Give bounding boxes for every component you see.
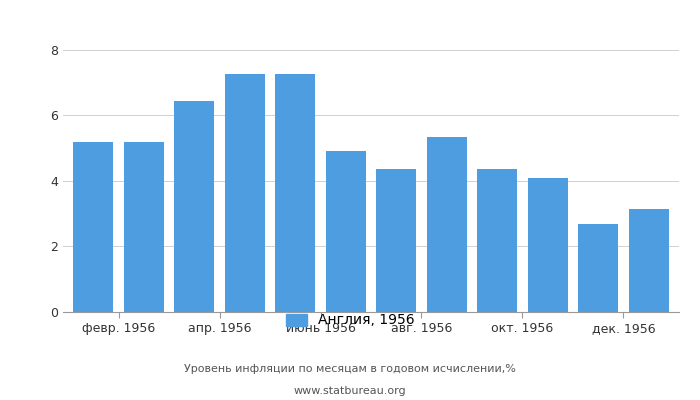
Bar	[629, 209, 669, 312]
Bar	[477, 170, 517, 312]
Bar	[275, 74, 316, 312]
Bar	[225, 74, 265, 312]
Bar	[426, 137, 467, 312]
Text: www.statbureau.org: www.statbureau.org	[294, 386, 406, 396]
Bar	[376, 170, 416, 312]
Bar	[174, 101, 214, 312]
Legend: Англия, 1956: Англия, 1956	[280, 308, 420, 333]
Text: Уровень инфляции по месяцам в годовом исчислении,%: Уровень инфляции по месяцам в годовом ис…	[184, 364, 516, 374]
Bar	[326, 152, 366, 312]
Bar	[73, 142, 113, 312]
Bar	[528, 178, 568, 312]
Bar	[578, 224, 618, 312]
Bar	[124, 142, 164, 312]
